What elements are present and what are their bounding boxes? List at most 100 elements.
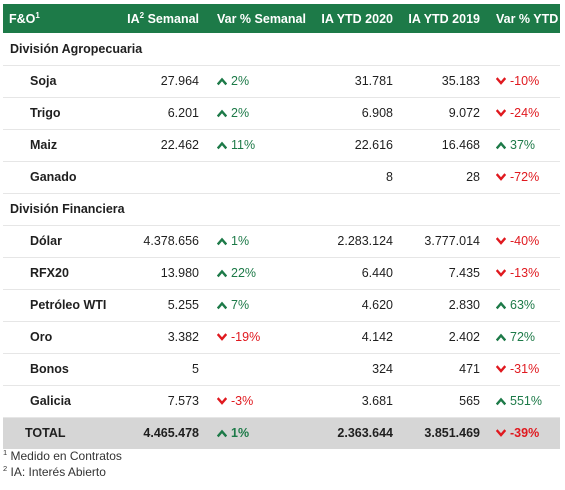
var-ytd-value: -40% [510,234,540,248]
var-ytd-value: 551% [510,394,542,408]
var-ytd: 551% [486,385,560,417]
table-row: Galicia 7.573 -3% 3.681 565 551% [3,385,560,417]
var-ytd: -39% [486,417,560,449]
chevron-down-icon [496,173,506,181]
var-semanal [205,161,309,193]
table-row: Maiz 22.462 11% 22.616 16.468 37% [3,129,560,161]
chevron-down-icon [217,397,227,405]
chevron-up-icon [496,397,506,406]
section-title: División Financiera [10,202,125,216]
ia-ytd-2020: 6.908 [361,106,393,120]
chevron-up-icon [496,141,506,150]
table-body: División Agropecuaria Soja 27.964 2% 31.781 3… [3,33,560,449]
ia-semanal: 6.201 [167,106,199,120]
ia-ytd-2019: 28 [466,170,480,184]
ia-ytd-2019: 2.830 [448,298,480,312]
instrument-name: Maiz [30,138,58,152]
footnote-2: 2 IA: Interés Abierto [3,464,106,479]
chevron-down-icon [496,429,506,438]
var-ytd-value: -31% [510,362,540,376]
var-semanal: 2% [205,97,309,129]
ia-ytd-2020: 22.616 [354,138,393,152]
var-semanal [205,353,309,385]
var-ytd: 37% [486,129,560,161]
table-row: Oro 3.382 -19% 4.142 2.402 72% [3,321,560,353]
instrument-name: RFX20 [30,266,69,280]
var-semanal: -19% [205,321,309,353]
table-row: Trigo 6.201 2% 6.908 9.072 -24% [3,97,560,129]
header-fo: F&O1 [9,10,40,26]
footnote-1: 1 Medido en Contratos [3,448,122,463]
open-interest-table: F&O1 IA2 Semanal Var % Semanal IA YTD 20… [3,4,560,449]
ia-ytd-2020: 4.142 [361,330,393,344]
ia-ytd-2019: 7.435 [448,266,480,280]
total-row: TOTAL 4.465.478 1% 2.363.644 3.851.469 -39% [3,417,560,449]
header-ia-ytd-2019: IA YTD 2019 [408,11,480,26]
var-semanal: -3% [205,385,309,417]
ia-semanal: 3.382 [167,330,199,344]
table-row: Soja 27.964 2% 31.781 35.183 -10% [3,65,560,97]
var-semanal-value: 7% [231,298,250,312]
ia-ytd-2019: 16.468 [441,138,480,152]
ia-ytd-2019: 2.402 [448,330,480,344]
chevron-up-icon [217,429,227,438]
var-ytd-value: -10% [510,74,540,88]
chevron-up-icon [217,141,227,150]
instrument-name: Petróleo WTI [30,298,107,312]
var-ytd: -10% [486,65,560,97]
var-ytd: -72% [486,161,560,193]
chevron-up-icon [496,333,506,342]
table-row: Bonos 5 324 471 -31% [3,353,560,385]
ia-semanal: 4.378.656 [143,234,199,248]
var-ytd-value: -72% [510,170,540,184]
var-ytd-value: -39% [510,426,540,441]
chevron-up-icon [217,109,227,118]
var-ytd: 63% [486,289,560,321]
var-ytd-value: -24% [510,106,540,120]
ia-ytd-2020: 2.363.644 [337,426,393,441]
ia-semanal: 13.980 [160,266,199,280]
ia-semanal: 7.573 [167,394,199,408]
ia-ytd-2020: 6.440 [361,266,393,280]
ia-ytd-2020: 324 [372,362,393,376]
ia-semanal: 4.465.478 [143,426,199,441]
instrument-name: Oro [30,330,53,344]
var-semanal: 2% [205,65,309,97]
chevron-down-icon [496,77,506,85]
var-semanal-value: 2% [231,74,250,88]
var-ytd: -31% [486,353,560,385]
chevron-up-icon [496,301,506,310]
ia-ytd-2020: 2.283.124 [337,234,393,248]
chevron-down-icon [496,109,506,117]
var-semanal: 11% [205,129,309,161]
instrument-name: Ganado [30,170,77,184]
var-ytd: -40% [486,225,560,257]
var-ytd-value: 63% [510,298,536,312]
var-semanal-value: 1% [231,234,250,248]
instrument-name: TOTAL [25,426,66,441]
instrument-name: Galicia [30,394,71,408]
var-ytd: -13% [486,257,560,289]
header-ia-semanal: IA2 Semanal [127,10,199,26]
var-semanal-value: 2% [231,106,250,120]
chevron-down-icon [496,237,506,245]
table-row: RFX20 13.980 22% 6.440 7.435 -13% [3,257,560,289]
ia-ytd-2019: 565 [459,394,480,408]
ia-ytd-2019: 3.851.469 [424,426,480,441]
var-semanal-value: 11% [231,138,256,152]
chevron-up-icon [217,269,227,278]
ia-semanal [113,161,205,193]
ia-ytd-2019: 9.072 [448,106,480,120]
var-ytd-value: -13% [510,266,540,280]
instrument-name: Dólar [30,234,62,248]
ia-ytd-2020: 3.681 [361,394,393,408]
var-semanal-value: 22% [231,266,257,280]
ia-ytd-2020: 4.620 [361,298,393,312]
table-header-row: F&O1 IA2 Semanal Var % Semanal IA YTD 20… [3,4,560,33]
ia-ytd-2019: 3.777.014 [424,234,480,248]
section-header: División Agropecuaria [3,33,560,65]
ia-semanal: 5 [192,362,199,376]
var-ytd-value: 37% [510,138,536,152]
ia-ytd-2019: 35.183 [441,74,480,88]
